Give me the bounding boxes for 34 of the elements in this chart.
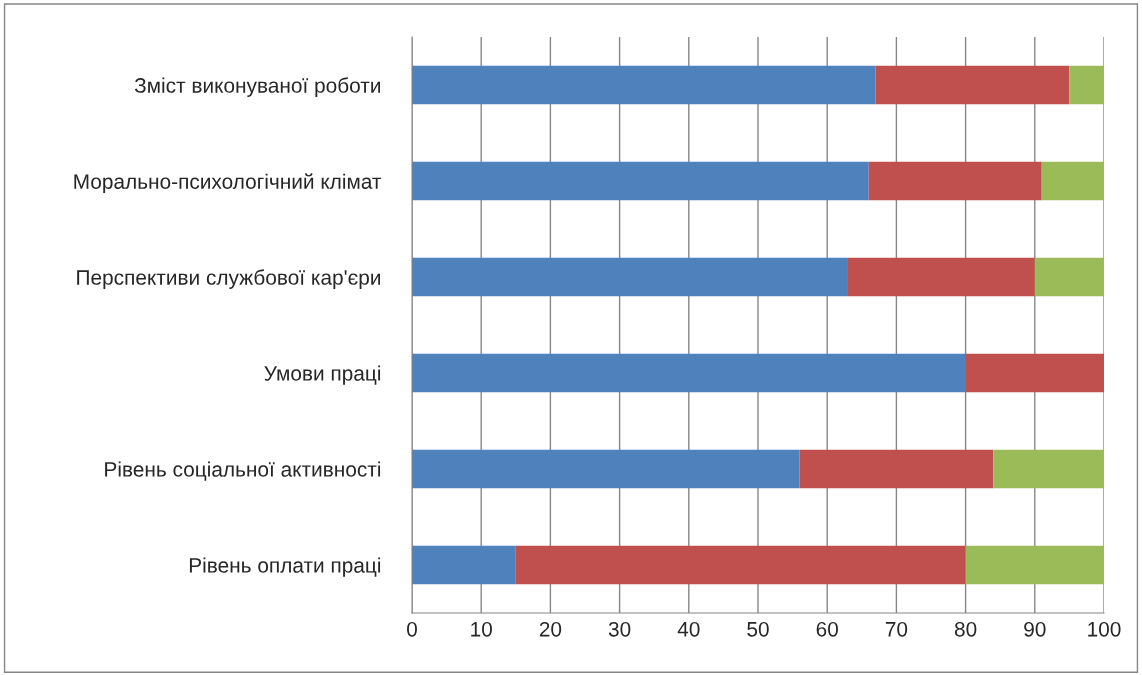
x-tick-label: 30 <box>608 621 631 637</box>
y-tick-label: Зміст виконуваної роботи <box>134 77 381 97</box>
y-tick-label: Перспективи службової кар'єри <box>77 269 381 289</box>
bar <box>515 545 966 585</box>
bar <box>799 449 994 489</box>
bar <box>965 545 1104 585</box>
x-tick-label: 40 <box>677 621 700 637</box>
x-tick-label: 90 <box>1024 621 1046 637</box>
bar <box>412 545 516 585</box>
bar <box>412 257 848 297</box>
x-tick-label: 100 <box>1088 621 1121 637</box>
x-tick-label: 80 <box>954 621 977 637</box>
y-tick-label: Рівень соціальної активності <box>105 461 381 481</box>
bar <box>868 161 1042 201</box>
bar <box>412 161 869 201</box>
bar <box>847 257 1035 297</box>
y-tick-label: Умови праці <box>264 365 381 385</box>
bar <box>412 353 966 393</box>
bar <box>1041 161 1104 201</box>
bar <box>1069 65 1104 105</box>
x-tick-label: 0 <box>407 621 417 637</box>
bar <box>412 65 876 105</box>
y-tick-label: Морально-психологічний клімат <box>74 173 382 194</box>
bar <box>412 449 800 489</box>
x-tick-label: 60 <box>816 621 838 637</box>
x-tick-label: 70 <box>885 621 908 637</box>
x-tick-label: 20 <box>539 621 562 637</box>
x-tick-label: 10 <box>471 621 492 637</box>
x-tick-label: 50 <box>747 621 769 637</box>
bar <box>1034 257 1104 297</box>
y-tick-label: Рівень оплати праці <box>189 557 381 577</box>
bar <box>993 449 1104 489</box>
bar <box>965 353 1104 393</box>
bar <box>875 65 1070 105</box>
